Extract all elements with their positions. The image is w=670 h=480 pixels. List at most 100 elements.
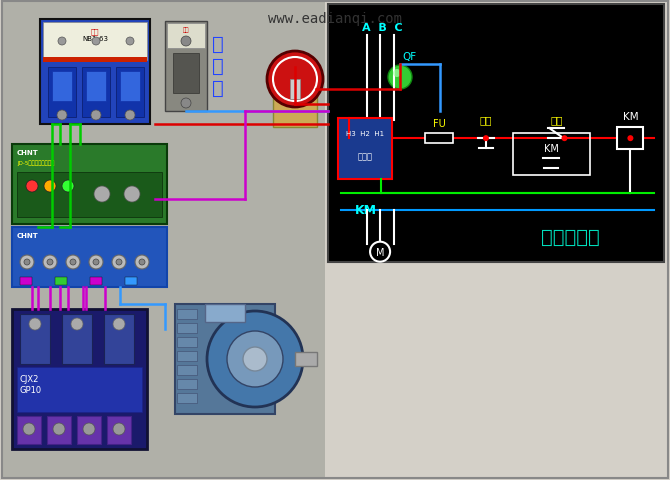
Bar: [125, 277, 137, 286]
Circle shape: [370, 242, 390, 262]
Text: CHNT: CHNT: [17, 232, 39, 239]
Bar: [205, 304, 245, 323]
Circle shape: [181, 37, 191, 47]
Circle shape: [26, 180, 38, 192]
Bar: [177, 337, 197, 347]
Bar: [273, 78, 317, 128]
Text: KM: KM: [544, 144, 559, 154]
Text: 断: 断: [212, 35, 224, 54]
Text: FU: FU: [433, 119, 446, 129]
Bar: [177, 365, 197, 375]
Text: H3  H2  H1: H3 H2 H1: [346, 131, 384, 137]
Circle shape: [94, 187, 110, 203]
Text: 器: 器: [212, 79, 224, 98]
Text: A  B  C: A B C: [362, 23, 402, 33]
Bar: [40, 20, 150, 125]
Text: JD-5电动机综合保护器: JD-5电动机综合保护器: [17, 160, 54, 165]
Circle shape: [93, 260, 99, 265]
Circle shape: [47, 260, 53, 265]
Bar: [82, 68, 110, 118]
Circle shape: [70, 260, 76, 265]
Circle shape: [382, 60, 418, 96]
Text: CHNT: CHNT: [17, 150, 39, 156]
Circle shape: [126, 38, 134, 46]
Bar: [175, 304, 275, 414]
Bar: [12, 144, 167, 225]
Bar: [167, 24, 205, 49]
Circle shape: [20, 255, 34, 269]
Bar: [62, 314, 92, 364]
Bar: [48, 68, 76, 118]
Bar: [43, 23, 147, 61]
Bar: [12, 228, 167, 288]
Circle shape: [43, 255, 57, 269]
Circle shape: [113, 318, 125, 330]
Text: M: M: [376, 247, 385, 257]
Bar: [177, 309, 197, 319]
Text: 保护器: 保护器: [358, 152, 373, 161]
Circle shape: [71, 318, 83, 330]
Bar: [43, 58, 147, 63]
Bar: [120, 72, 140, 102]
Bar: [382, 70, 418, 125]
Bar: [17, 367, 142, 412]
Circle shape: [561, 136, 567, 142]
Bar: [55, 277, 67, 286]
Text: GP10: GP10: [20, 385, 42, 394]
Circle shape: [23, 423, 35, 435]
Circle shape: [124, 187, 140, 203]
Circle shape: [24, 260, 30, 265]
Bar: [77, 416, 101, 444]
Circle shape: [227, 331, 283, 387]
Bar: [52, 72, 72, 102]
Circle shape: [92, 38, 100, 46]
Circle shape: [243, 347, 267, 371]
Circle shape: [29, 318, 41, 330]
Circle shape: [58, 38, 66, 46]
Circle shape: [483, 136, 489, 142]
Circle shape: [89, 255, 103, 269]
Bar: [12, 309, 147, 449]
Bar: [425, 134, 453, 144]
Bar: [177, 351, 197, 361]
Text: 路: 路: [212, 57, 224, 76]
Bar: [177, 324, 197, 333]
Circle shape: [627, 136, 633, 142]
Circle shape: [267, 52, 323, 108]
Bar: [17, 173, 162, 217]
Circle shape: [53, 423, 65, 435]
Circle shape: [62, 180, 74, 192]
Bar: [338, 118, 392, 180]
Bar: [20, 277, 32, 286]
Text: QF: QF: [402, 51, 416, 61]
Bar: [107, 416, 131, 444]
Bar: [177, 379, 197, 389]
Bar: [3, 3, 325, 477]
Circle shape: [393, 70, 401, 78]
Bar: [17, 416, 41, 444]
Circle shape: [207, 312, 303, 407]
Text: NB1-63: NB1-63: [82, 36, 108, 42]
Bar: [617, 128, 643, 150]
Circle shape: [181, 99, 191, 109]
Bar: [328, 5, 664, 263]
Bar: [295, 352, 317, 366]
Bar: [165, 22, 207, 112]
Circle shape: [135, 255, 149, 269]
Circle shape: [116, 260, 122, 265]
Text: 正泰: 正泰: [183, 27, 189, 33]
Circle shape: [66, 255, 80, 269]
Text: 正泰: 正泰: [90, 28, 99, 35]
Circle shape: [113, 423, 125, 435]
Circle shape: [388, 66, 412, 90]
Circle shape: [112, 255, 126, 269]
Bar: [173, 54, 199, 94]
Text: 停止: 停止: [480, 115, 492, 125]
Circle shape: [83, 423, 95, 435]
Circle shape: [44, 180, 56, 192]
Text: KM: KM: [355, 203, 377, 216]
Bar: [116, 68, 144, 118]
Text: www.eadianqi.com: www.eadianqi.com: [268, 12, 402, 26]
Bar: [177, 393, 197, 403]
Bar: [47, 416, 71, 444]
